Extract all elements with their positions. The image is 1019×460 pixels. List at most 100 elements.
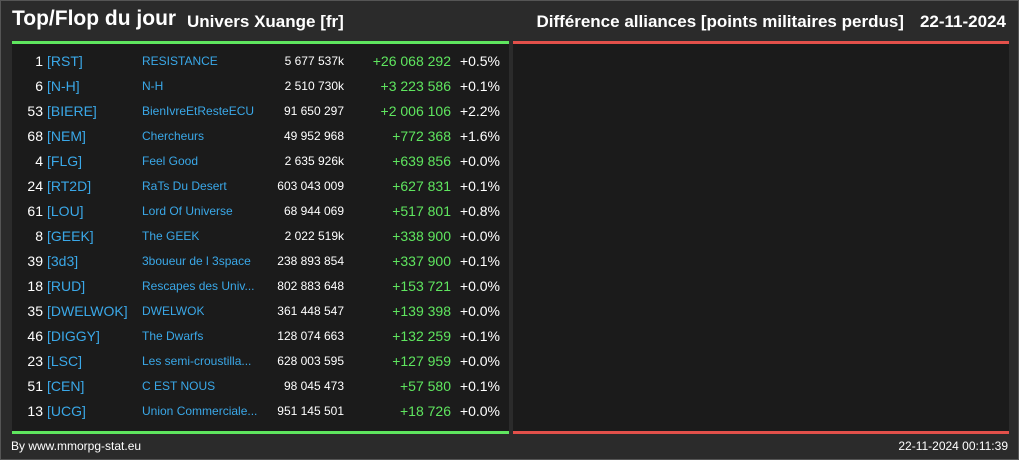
table-row: 39 [3d3] 3boueur de l 3space 238 893 854 +33… (12, 248, 509, 273)
alliance-tag-link[interactable]: [RUD] (47, 277, 86, 294)
flop-accent-bar (513, 41, 1009, 44)
percent-cell: +0.0% (459, 277, 500, 294)
points-cell: 68 944 069 (283, 203, 344, 218)
points-cell: 238 893 854 (277, 253, 344, 268)
page-title: Top/Flop du jour (12, 7, 177, 30)
percent-cell: +2.2% (459, 102, 500, 119)
difference-cell: +639 856 (392, 152, 451, 169)
difference-cell: +772 368 (392, 127, 451, 144)
difference-cell: +627 831 (392, 177, 451, 194)
table-row: 68 [NEM] Chercheurs 49 952 968 +772 368 +1.6% (12, 123, 509, 148)
universe-label: Univers Xuange [fr] (187, 12, 344, 31)
difference-cell: +132 259 (392, 327, 451, 344)
percent-cell: +1.6% (459, 127, 500, 144)
alliance-tag-link[interactable]: [3d3] (47, 252, 79, 269)
alliance-tag-link[interactable]: [UCG] (47, 402, 86, 419)
alliance-name-link[interactable]: RaTs Du Desert (142, 178, 227, 193)
top-accent-bar-bottom (12, 431, 509, 434)
flop-accent-bar-bottom (513, 431, 1009, 434)
points-cell: 128 074 663 (277, 328, 344, 343)
table-row: 53 [BIERE] BienIvreEtResteECU 91 650 297 +2 … (12, 98, 509, 123)
table-row: 6 [N-H] N-H 2 510 730k +3 223 586 +0.1% (12, 73, 509, 98)
table-row: 61 [LOU] Lord Of Universe 68 944 069 +517 80… (12, 198, 509, 223)
alliance-tag-link[interactable]: [RST] (47, 52, 83, 69)
difference-cell: +57 580 (400, 377, 451, 394)
rank-cell: 35 (27, 302, 43, 319)
rank-cell: 1 (35, 52, 43, 69)
alliance-tag-link[interactable]: [N-H] (47, 77, 80, 94)
rank-cell: 68 (27, 127, 43, 144)
site-credit: By www.mmorpg-stat.eu (11, 439, 142, 453)
percent-cell: +0.1% (459, 252, 500, 269)
points-cell: 98 045 473 (283, 378, 344, 393)
table-row: 23 [LSC] Les semi-croustilla... 628 003 595… (12, 348, 509, 373)
points-cell: 628 003 595 (277, 353, 344, 368)
difference-cell: +337 900 (392, 252, 451, 269)
rank-cell: 46 (27, 327, 43, 344)
points-cell: 91 650 297 (283, 103, 344, 118)
alliance-tag-link[interactable]: [DIGGY] (47, 327, 100, 344)
alliance-name-link[interactable]: Union Commerciale... (142, 403, 258, 418)
points-cell: 2 510 730k (284, 78, 344, 93)
alliance-tag-link[interactable]: [RT2D] (47, 177, 92, 194)
table-row: 18 [RUD] Rescapes des Univ... 802 883 648 +1… (12, 273, 509, 298)
alliance-name-link[interactable]: The GEEK (142, 228, 200, 243)
difference-cell: +338 900 (392, 227, 451, 244)
generated-timestamp: 22-11-2024 00:11:39 (898, 439, 1008, 453)
table-row: 8 [GEEK] The GEEK 2 022 519k +338 900 +0.0% (12, 223, 509, 248)
table-row: 13 [UCG] Union Commerciale... 951 145 501 +1… (12, 398, 509, 423)
percent-cell: +0.0% (459, 302, 500, 319)
table-row: 51 [CEN] C EST NOUS 98 045 473 +57 580 +0.1% (12, 373, 509, 398)
difference-cell: +517 801 (392, 202, 451, 219)
rank-cell: 13 (27, 402, 43, 419)
rank-cell: 18 (27, 277, 43, 294)
alliance-name-link[interactable]: Les semi-croustilla... (142, 353, 252, 368)
rank-cell: 24 (27, 177, 43, 194)
alliance-tag-link[interactable]: [LOU] (47, 202, 84, 219)
alliance-tag-link[interactable]: [LSC] (47, 352, 83, 369)
alliance-name-link[interactable]: DWELWOK (142, 303, 205, 318)
rank-cell: 51 (27, 377, 43, 394)
points-cell: 5 677 537k (284, 53, 344, 68)
ranking-header: Différence alliances [points militaires … (536, 12, 1006, 32)
percent-cell: +0.0% (459, 227, 500, 244)
points-cell: 361 448 547 (277, 303, 344, 318)
ranking-date: 22-11-2024 (919, 12, 1006, 31)
alliance-tag-link[interactable]: [DWELWOK] (47, 302, 128, 319)
table-row: 1 [RST] RESISTANCE 5 677 537k +26 068 292 +0.… (12, 48, 509, 73)
percent-cell: +0.8% (459, 202, 500, 219)
points-cell: 951 145 501 (277, 403, 344, 418)
alliance-tag-link[interactable]: [NEM] (47, 127, 86, 144)
rank-cell: 23 (27, 352, 43, 369)
alliance-name-link[interactable]: Lord Of Universe (142, 203, 233, 218)
ranking-subtitle: Différence alliances [points militaires … (536, 12, 904, 31)
rank-cell: 4 (35, 152, 43, 169)
rank-cell: 61 (27, 202, 43, 219)
percent-cell: +0.5% (459, 52, 500, 69)
alliance-name-link[interactable]: Chercheurs (142, 128, 205, 143)
alliance-name-link[interactable]: BienIvreEtResteECU (142, 103, 255, 118)
table-row: 46 [DIGGY] The Dwarfs 128 074 663 +132 259 +0… (12, 323, 509, 348)
rank-cell: 53 (27, 102, 43, 119)
top-panel: 1 [RST] RESISTANCE 5 677 537k +26 068 292 +0.… (12, 44, 509, 431)
alliance-tag-link[interactable]: [GEEK] (47, 227, 94, 244)
alliance-name-link[interactable]: Rescapes des Univ... (142, 278, 255, 293)
alliance-name-link[interactable]: C EST NOUS (142, 378, 216, 393)
table-row: 24 [RT2D] RaTs Du Desert 603 043 009 +627 83… (12, 173, 509, 198)
alliance-name-link[interactable]: RESISTANCE (142, 53, 218, 68)
rank-cell: 6 (35, 77, 43, 94)
difference-cell: +26 068 292 (372, 52, 451, 69)
alliance-name-link[interactable]: The Dwarfs (142, 328, 204, 343)
alliance-name-link[interactable]: 3boueur de l 3space (142, 253, 251, 268)
alliance-tag-link[interactable]: [CEN] (47, 377, 85, 394)
alliance-name-link[interactable]: N-H (142, 78, 164, 93)
alliance-tag-link[interactable]: [FLG] (47, 152, 83, 169)
difference-cell: +127 959 (392, 352, 451, 369)
points-cell: 49 952 968 (283, 128, 344, 143)
points-cell: 802 883 648 (277, 278, 344, 293)
flop-panel (513, 44, 1009, 431)
difference-cell: +153 721 (392, 277, 451, 294)
difference-cell: +139 398 (392, 302, 451, 319)
alliance-tag-link[interactable]: [BIERE] (47, 102, 97, 119)
alliance-name-link[interactable]: Feel Good (142, 153, 199, 168)
